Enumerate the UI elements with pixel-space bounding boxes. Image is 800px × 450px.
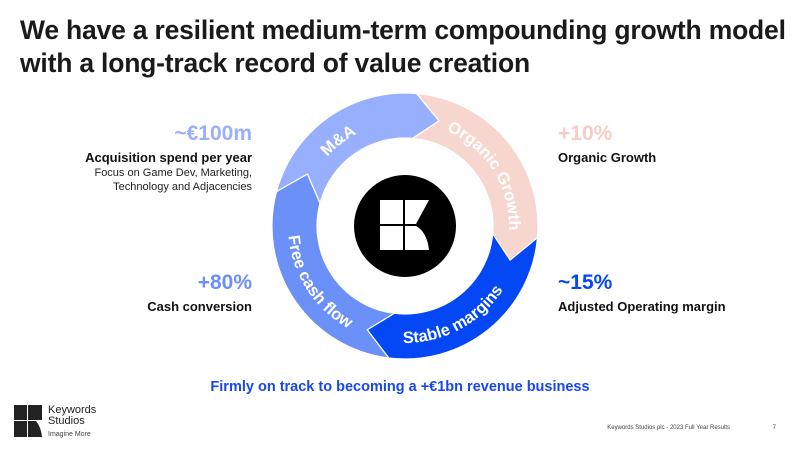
brand-name-1: Keywords [48,404,97,416]
organic-value: +10% [558,122,613,145]
bottom-statement: Firmly on track to becoming a +€1bn reve… [210,379,590,395]
page-title: We have a resilient medium-term compound… [20,15,786,78]
page-number: 7 [772,425,776,431]
ma-stat: ~€100m Acquisition spend per year Focus … [12,122,252,194]
keywords-logo-icon [14,405,42,437]
cash-label: Cash conversion [147,299,252,314]
ma-label: Acquisition spend per year [85,150,252,165]
margin-value: ~15% [558,271,613,294]
organic-label: Organic Growth [558,150,657,165]
brand-tagline: Imagine More [48,431,91,438]
cash-stat: +80% Cash conversion [52,271,252,315]
cycle-segment-free-cash-flow [271,173,397,359]
footer-text: Keywords Studios plc - 2023 Full Year Re… [607,425,730,431]
margin-label: Adjusted Operating margin [558,299,726,314]
organic-stat: +10% Organic Growth [558,122,656,166]
brand-name-2: Studios [48,415,85,427]
k-logo-icon [380,200,429,250]
cash-value: +80% [197,271,252,294]
margin-stat: ~15% Adjusted Operating margin [558,271,726,315]
brand-logo: Keywords Studios Imagine More [14,405,96,440]
ma-detail: Focus on Game Dev, Marketing, Technology… [94,167,252,193]
ma-value: ~€100m [174,122,252,145]
